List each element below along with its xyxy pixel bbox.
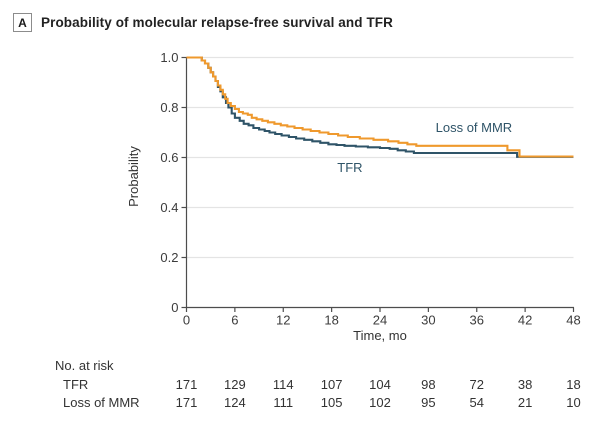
risk-count: 18	[566, 377, 581, 392]
x-tick-label: 48	[566, 313, 580, 328]
risk-count: 38	[517, 377, 533, 392]
x-tick-label: 36	[470, 313, 484, 328]
panel-label: A	[18, 15, 27, 30]
risk-table-title: No. at risk	[55, 358, 114, 373]
x-tick-label: 0	[183, 313, 190, 328]
risk-count: 21	[517, 395, 533, 410]
panel-label-box: A	[13, 13, 32, 32]
risk-count: 171	[175, 395, 198, 410]
y-tick-label: 1.0	[160, 50, 178, 65]
x-axis-title: Time, mo	[353, 328, 407, 343]
risk-count: 111	[273, 395, 294, 410]
x-tick-label: 12	[276, 313, 290, 328]
risk-count: 10	[566, 395, 581, 410]
x-tick-label: 6	[231, 313, 238, 328]
risk-count: 104	[369, 377, 391, 392]
y-axis-title: Probability	[126, 146, 141, 207]
figure-title: Probability of molecular relapse-free su…	[41, 15, 394, 30]
risk-count: 95	[421, 395, 436, 410]
x-tick-label: 42	[518, 313, 532, 328]
risk-count: 124	[224, 395, 246, 410]
risk-count: 54	[469, 395, 484, 410]
x-tick-label: 18	[324, 313, 338, 328]
y-tick-label: 0.2	[160, 250, 178, 265]
risk-count: 72	[469, 377, 484, 392]
risk-count: 114	[272, 377, 294, 392]
y-tick-label: 0	[171, 300, 178, 315]
survival-chart: 0 0.2 0.4 0.6 0.8 1.0 0 6 12 18 24 30 36 42 48 Time, mo…	[126, 50, 581, 343]
risk-count: 129	[224, 377, 246, 392]
risk-count: 171	[175, 377, 198, 392]
curve-label-tfr: TFR	[337, 160, 362, 175]
risk-count: 98	[421, 377, 436, 392]
number-at-risk-table: No. at risk TFR 171 129 114 107 104 98 72 38 18 Lo…	[0, 0, 601, 410]
x-tick-label: 30	[421, 313, 435, 328]
curve-label-loss-of-mmr: Loss of MMR	[436, 120, 513, 135]
risk-row-label: TFR	[63, 377, 89, 392]
x-tick-label: 24	[373, 313, 387, 328]
risk-count: 102	[369, 395, 391, 410]
risk-row-label: Loss of MMR	[63, 395, 140, 410]
y-tick-label: 0.8	[160, 100, 178, 115]
risk-count: 107	[320, 377, 343, 392]
y-tick-label: 0.4	[160, 200, 178, 215]
survival-curve-loss-of-mmr	[186, 56, 574, 158]
risk-count: 105	[320, 395, 343, 410]
figure-header: A Probability of molecular relapse-free …	[13, 13, 393, 32]
y-tick-label: 0.6	[160, 150, 178, 165]
